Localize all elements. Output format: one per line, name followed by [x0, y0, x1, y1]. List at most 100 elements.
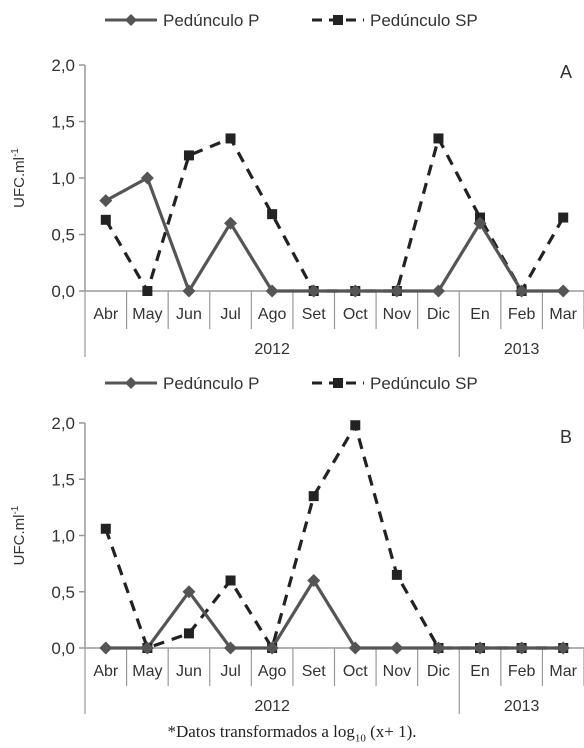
- data-point-pedunculo-sp: [433, 133, 444, 144]
- data-point-pedunculo-p: [348, 284, 362, 298]
- legend-label: Pedúnculo SP: [370, 374, 478, 393]
- legend-item: Pedúnculo P: [105, 11, 259, 30]
- panel-label: A: [560, 62, 572, 82]
- x-tick-label: Nov: [383, 306, 411, 323]
- y-axis-title-superscript: -1: [10, 148, 21, 157]
- panel-label: B: [560, 427, 572, 447]
- data-point-pedunculo-p: [265, 641, 279, 655]
- data-point-pedunculo-sp: [183, 628, 194, 639]
- chart-panel-b: Pedúnculo P Pedúnculo SP B 0,0 0,5 1,0 1,5 2,0 U…: [10, 374, 584, 715]
- data-point-pedunculo-p: [473, 216, 487, 230]
- data-point-pedunculo-p: [348, 641, 362, 655]
- year-label: 2012: [254, 698, 290, 715]
- y-axis-title: UFC.ml-1: [10, 148, 28, 208]
- footnote-prefix: *Datos transformados a log: [167, 722, 355, 741]
- y-tick-label: 1,5: [51, 470, 75, 489]
- data-point-pedunculo-p: [390, 641, 404, 655]
- y-axis-title-main: UFC.ml: [11, 515, 28, 566]
- series-line-pedunculo-p: [105, 176, 564, 293]
- legend-label: Pedúnculo P: [163, 374, 259, 393]
- x-tick-label: Jun: [176, 663, 202, 680]
- data-point-pedunculo-p: [224, 216, 238, 230]
- data-point-pedunculo-sp: [142, 286, 153, 296]
- data-point-pedunculo-p: [307, 574, 321, 587]
- year-label: 2012: [254, 341, 290, 358]
- data-point-pedunculo-sp: [391, 569, 402, 580]
- data-point-pedunculo-p: [140, 641, 154, 655]
- chart-panel-a: Pedúnculo P Pedúnculo SP A 0,0 0,5 1,0 1,5 2,0 U…: [10, 11, 584, 358]
- data-point-pedunculo-sp: [308, 491, 319, 502]
- x-tick-label: May: [132, 306, 162, 323]
- y-tick-label: 0,5: [51, 583, 75, 602]
- y-tick-label: 2,0: [51, 414, 75, 433]
- y-axis-title: UFC.ml-1: [10, 505, 28, 565]
- data-point-pedunculo-p: [515, 284, 529, 298]
- y-tick-label: 1,0: [51, 169, 75, 188]
- year-label: 2013: [504, 698, 540, 715]
- legend-marker: [125, 377, 137, 389]
- x-tick-label: Nov: [383, 663, 411, 680]
- data-point-pedunculo-p: [431, 641, 445, 655]
- data-point-pedunculo-p: [431, 284, 445, 298]
- x-tick-label: Dic: [427, 663, 450, 680]
- data-point-pedunculo-p: [99, 194, 113, 208]
- data-point-pedunculo-p: [265, 284, 279, 298]
- x-tick-label: Jul: [220, 306, 240, 323]
- data-point-pedunculo-p: [182, 585, 196, 599]
- legend-marker: [125, 14, 137, 26]
- x-tick-label: En: [470, 663, 490, 680]
- data-point-pedunculo-sp: [225, 575, 236, 586]
- legend-marker: [333, 15, 343, 25]
- legend: Pedúnculo P Pedúnculo SP: [105, 374, 478, 393]
- data-point-pedunculo-p: [182, 284, 196, 298]
- x-tick-label: Abr: [93, 663, 119, 680]
- legend-marker: [333, 378, 343, 388]
- legend: Pedúnculo P Pedúnculo SP: [105, 11, 478, 30]
- series-line-pedunculo-sp: [104, 136, 565, 293]
- series-line-pedunculo-p: [105, 578, 564, 650]
- legend-item: Pedúnculo SP: [312, 11, 478, 30]
- data-point-pedunculo-p: [140, 171, 154, 185]
- x-tick-label: Oct: [343, 663, 368, 680]
- legend-label: Pedúnculo SP: [370, 11, 478, 30]
- x-tick-label: Set: [302, 306, 327, 323]
- y-tick-label: 0,5: [51, 226, 75, 245]
- year-label: 2013: [504, 341, 540, 358]
- data-point-pedunculo-p: [307, 284, 321, 298]
- x-tick-label: En: [470, 306, 490, 323]
- data-point-pedunculo-p: [224, 641, 238, 655]
- y-axis-title-main: UFC.ml: [11, 157, 28, 208]
- data-point-pedunculo-p: [556, 284, 570, 298]
- x-tick-label: May: [132, 663, 162, 680]
- x-tick-label: Feb: [508, 306, 536, 323]
- data-point-pedunculo-sp: [100, 523, 111, 534]
- y-tick-label: 1,0: [51, 527, 75, 546]
- data-point-pedunculo-p: [515, 641, 529, 655]
- legend-item: Pedúnculo SP: [312, 374, 478, 393]
- data-point-pedunculo-p: [556, 641, 570, 655]
- data-point-pedunculo-sp: [225, 133, 236, 144]
- x-tick-label: Jun: [176, 306, 202, 323]
- y-tick-label: 1,5: [51, 113, 75, 132]
- footnote-subscript: 10: [354, 732, 366, 745]
- x-tick-label: Oct: [343, 306, 368, 323]
- x-tick-label: Jul: [220, 663, 240, 680]
- footnote-suffix: (x+ 1).: [365, 722, 417, 741]
- footnote: *Datos transformados a log10 (x+ 1).: [0, 722, 584, 744]
- legend-item: Pedúnculo P: [105, 374, 259, 393]
- x-tick-label: Feb: [508, 663, 536, 680]
- y-axis-title-superscript: -1: [10, 505, 21, 514]
- legend-label: Pedúnculo P: [163, 11, 259, 30]
- y-tick-label: 2,0: [51, 56, 75, 75]
- x-tick-label: Ago: [258, 663, 287, 680]
- y-tick-label: 0,0: [51, 282, 75, 301]
- x-tick-label: Abr: [93, 306, 119, 323]
- data-point-pedunculo-p: [390, 284, 404, 298]
- data-point-pedunculo-sp: [558, 212, 569, 223]
- x-tick-label: Mar: [549, 306, 577, 323]
- data-point-pedunculo-sp: [100, 214, 111, 225]
- x-tick-label: Ago: [258, 306, 287, 323]
- data-point-pedunculo-sp: [350, 420, 361, 431]
- x-tick-label: Dic: [427, 306, 450, 323]
